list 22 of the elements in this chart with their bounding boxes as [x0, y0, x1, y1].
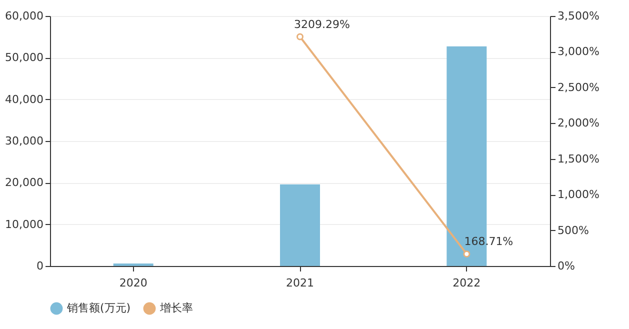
x-tick-label: 2021: [286, 276, 314, 290]
y2-tick-label: 3,000%: [558, 45, 600, 58]
y2-tick-label: 0%: [558, 260, 575, 272]
y2-tick-label: 500%: [558, 224, 589, 237]
y2-tick-label: 3,500%: [558, 10, 600, 22]
y2-tick-label: 1,000%: [558, 188, 600, 202]
data-label: 3209.29%: [294, 18, 350, 31]
x-tick-label: 2022: [452, 276, 481, 290]
y-tick-label: 0: [36, 260, 44, 272]
bar: [280, 184, 320, 266]
legend-label: 销售额(万元): [66, 302, 131, 315]
y-tick-label: 30,000: [5, 134, 44, 148]
legend-label: 增长率: [159, 302, 193, 315]
y-tick-label: 60,000: [5, 10, 44, 22]
y2-tick-label: 1,500%: [558, 152, 600, 166]
x-tick-label: 2020: [119, 276, 148, 290]
y2-tick-label: 2,500%: [558, 80, 600, 94]
y-tick-label: 50,000: [5, 51, 44, 64]
y-tick-label: 40,000: [5, 92, 44, 106]
y-tick-label: 20,000: [5, 176, 44, 190]
y2-tick-label: 2,000%: [558, 116, 600, 130]
y-tick-label: 10,000: [5, 218, 44, 231]
